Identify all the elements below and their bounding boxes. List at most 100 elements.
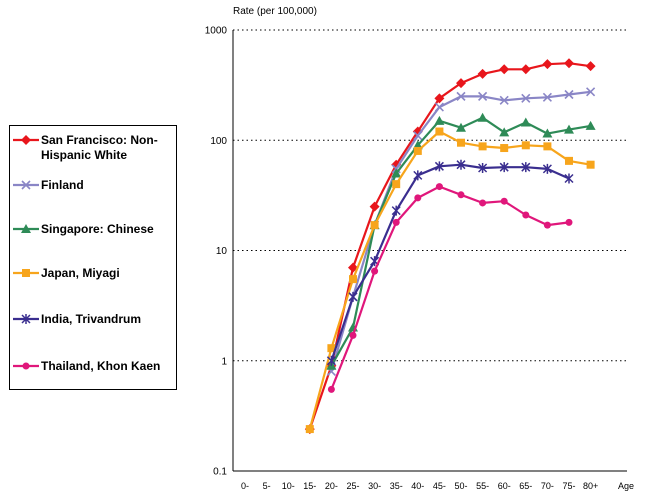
- data-point-circle: [522, 211, 530, 219]
- data-point-diamond: [21, 135, 31, 145]
- legend-swatch-x-icon: [13, 180, 39, 190]
- data-point-square: [392, 180, 401, 189]
- x-tick-label: 25-: [346, 481, 359, 491]
- legend-item-india: India, Trivandrum: [10, 312, 176, 348]
- data-point-star: [348, 291, 358, 302]
- legend-swatch-diamond-icon: [13, 135, 39, 145]
- data-point-triangle: [391, 168, 402, 178]
- data-point-star: [326, 355, 336, 366]
- series-0: [304, 58, 596, 435]
- x-tick-label: 70-: [541, 481, 554, 491]
- legend-label: Finland: [41, 178, 84, 192]
- data-point-circle: [543, 221, 551, 229]
- gridlines: [233, 29, 627, 362]
- data-point-square: [478, 142, 487, 151]
- data-point-star: [434, 161, 444, 172]
- data-point-triangle: [564, 124, 574, 134]
- legend-swatch-square-icon: [13, 269, 39, 277]
- data-point-square: [521, 141, 530, 150]
- legend-swatch-star-icon: [13, 314, 39, 324]
- data-point-square: [435, 127, 444, 136]
- legend-label: Singapore: Chinese: [41, 222, 154, 236]
- data-point-star: [391, 205, 401, 216]
- data-point-square: [370, 221, 379, 230]
- y-tick-label: 1000: [205, 26, 228, 37]
- data-point-circle: [457, 191, 465, 199]
- data-point-triangle: [477, 112, 488, 122]
- x-tick-labels: 0- 5- 10- 15- 20- 25- 30- 35- 40- 45- 50- 55- 60- 65-…: [241, 481, 598, 491]
- data-point-diamond: [456, 78, 466, 89]
- data-point-square: [500, 144, 509, 153]
- data-point-x: [478, 91, 488, 101]
- y-tick-label: 100: [210, 136, 227, 147]
- x-tick-label: 15-: [303, 481, 316, 491]
- data-point-square: [327, 344, 336, 353]
- data-point-diamond: [520, 64, 531, 75]
- data-point-circle: [392, 218, 400, 226]
- data-point-star: [21, 314, 31, 324]
- data-point-diamond: [434, 93, 445, 104]
- series-line: [330, 185, 570, 390]
- data-point-circle: [479, 199, 487, 207]
- data-point-triangle: [520, 117, 531, 127]
- legend-label: Japan, Miyagi: [41, 266, 120, 280]
- y-axis-label: Rate (per 100,000): [233, 6, 317, 17]
- data-point-star: [478, 163, 488, 174]
- data-point-circle: [565, 218, 573, 226]
- data-point-circle: [500, 197, 508, 205]
- legend-label: India, Trivandrum: [41, 312, 142, 326]
- data-point-triangle: [456, 122, 466, 132]
- x-tick-label: 50-: [454, 481, 467, 491]
- data-point-x: [413, 131, 423, 141]
- legend-item-thailand: Thailand, Khon Kaen: [10, 359, 176, 395]
- data-point-square: [457, 138, 465, 147]
- data-point-x: [21, 180, 31, 190]
- legend-swatch-triangle-icon: [13, 224, 39, 233]
- data-point-diamond: [477, 68, 488, 79]
- series-4: [326, 159, 574, 366]
- data-point-square: [413, 146, 422, 155]
- x-tick-label: 65-: [519, 481, 532, 491]
- data-point-diamond: [499, 64, 510, 75]
- data-point-x: [586, 87, 596, 97]
- data-point-triangle: [434, 115, 445, 125]
- legend-item-singapore: Singapore: Chinese: [10, 222, 176, 258]
- x-tick-label: 5-: [263, 481, 271, 491]
- series-3: [305, 127, 595, 434]
- data-point-x: [434, 102, 444, 112]
- data-point-x: [499, 95, 509, 105]
- legend: San Francisco: Non-Hispanic White Finlan…: [9, 125, 177, 390]
- data-point-square: [565, 156, 573, 165]
- data-point-star: [564, 173, 574, 184]
- data-point-triangle: [542, 128, 553, 138]
- x-tick-label: 0-: [241, 481, 249, 491]
- data-point-circle: [435, 183, 443, 191]
- data-point-x: [456, 91, 466, 101]
- x-axis-label: Age: [618, 481, 634, 491]
- data-point-circle: [414, 194, 422, 202]
- data-point-x: [564, 89, 574, 100]
- data-point-x: [542, 92, 552, 102]
- data-point-circle: [22, 362, 30, 370]
- data-point-circle: [371, 267, 379, 275]
- x-tick-label: 55-: [476, 481, 489, 491]
- data-point-star: [456, 159, 466, 170]
- x-tick-label: 75-: [562, 481, 575, 491]
- legend-item-japan: Japan, Miyagi: [10, 266, 176, 302]
- data-point-star: [413, 170, 423, 181]
- y-tick-label: 1: [221, 356, 227, 367]
- data-point-diamond: [564, 58, 574, 69]
- legend-item-finland: Finland: [10, 178, 176, 214]
- legend-item-san-francisco: San Francisco: Non-Hispanic White: [10, 133, 176, 169]
- series-line: [330, 116, 591, 367]
- x-tick-label: 40-: [411, 481, 424, 491]
- data-point-diamond: [542, 59, 553, 70]
- legend-label: Thailand, Khon Kaen: [41, 359, 161, 373]
- x-tick-label: 80+: [583, 481, 598, 491]
- x-tick-label: 10-: [282, 481, 295, 491]
- data-point-star: [542, 163, 552, 174]
- data-point-triangle: [21, 224, 31, 233]
- x-tick-label: 35-: [390, 481, 403, 491]
- legend-label: San Francisco: Non-Hispanic White: [41, 133, 158, 162]
